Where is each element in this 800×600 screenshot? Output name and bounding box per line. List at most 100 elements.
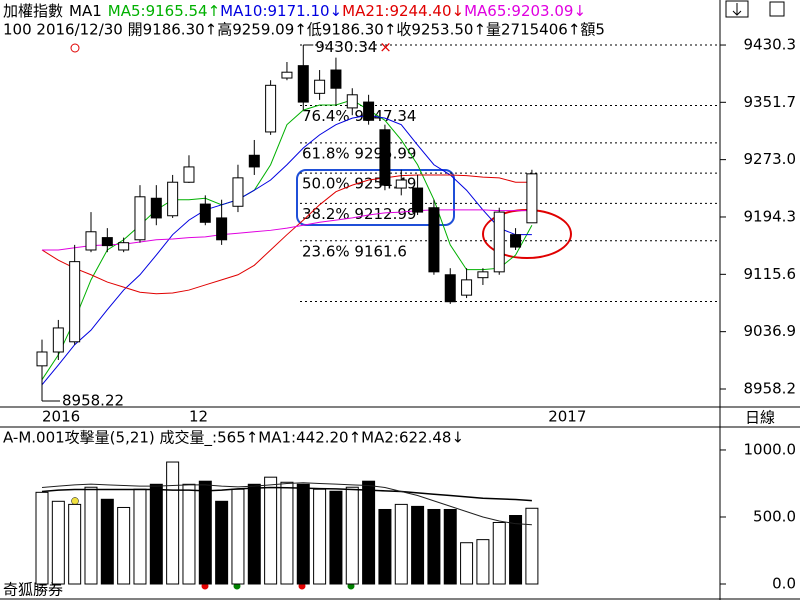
fib-label: 76.4% 9347.34 <box>302 107 416 125</box>
y-tick-label: 9036.9 <box>744 322 797 340</box>
volume-ma-line <box>41 482 532 526</box>
volume-bar <box>100 498 114 585</box>
legend-entry: MA65:9203.09↓ <box>464 2 586 20</box>
candle-body <box>36 351 48 367</box>
high-value: 9430.34 <box>315 37 377 55</box>
highlight-box <box>296 169 455 226</box>
signal-dot <box>71 497 79 505</box>
candle-body <box>265 84 277 133</box>
candle-body <box>314 79 326 94</box>
candle-body <box>395 179 407 189</box>
legend: 加權指數 MA1 MA5:9165.54↑MA10:9171.10↓MA21:924… <box>3 2 586 20</box>
signal-circle <box>70 43 80 53</box>
volume-bar <box>247 483 261 585</box>
volume-bar <box>509 515 523 585</box>
volume-ma-line <box>41 486 532 502</box>
volume-bar <box>182 483 196 585</box>
volume-bar <box>280 481 294 585</box>
y-tick-label: 9430.3 <box>744 36 797 54</box>
candle-body <box>248 154 260 168</box>
volume-bar <box>492 521 506 585</box>
y-tick-label: 9194.3 <box>744 207 797 225</box>
candle-body <box>526 173 538 224</box>
volume-bar <box>149 483 163 585</box>
candle-body <box>183 166 195 183</box>
volume-bar <box>476 539 490 585</box>
y-tick-label: 8958.2 <box>744 380 797 398</box>
candle-body <box>216 217 228 241</box>
candle-body <box>428 207 440 273</box>
x-tick-label: 2017 <box>548 408 586 426</box>
volume-bar <box>362 480 376 585</box>
volume-bar <box>525 507 539 585</box>
candle-body <box>363 101 375 121</box>
volume-bar <box>443 508 457 585</box>
candle-body <box>167 181 179 217</box>
candle-body <box>330 69 342 89</box>
volume-bar <box>329 490 343 585</box>
candle-body <box>199 203 211 223</box>
volume-bar <box>378 508 392 585</box>
info-line: 100 2016/12/30 開9186.30↑高9259.09↑低9186.3… <box>3 21 605 39</box>
volume-bar <box>313 488 327 585</box>
low-label: 8958.22 <box>62 391 124 409</box>
candle-body <box>444 274 456 303</box>
ma-line <box>41 174 532 295</box>
volume-bar <box>264 476 278 585</box>
y-tick-label: 9273.0 <box>744 150 797 168</box>
volume-bar <box>35 491 49 585</box>
volume-bar <box>84 486 98 585</box>
volume-title: A-M.001攻擊量(5,21) 成交量_:565↑MA1:442.20↑MA2… <box>3 429 464 448</box>
candle-body <box>379 129 391 186</box>
candle-body <box>85 231 97 251</box>
y-tick-label: 9115.6 <box>744 265 797 283</box>
candle-body <box>150 197 162 219</box>
x-tick-label: 2016 <box>42 408 80 426</box>
candle-body <box>118 242 130 251</box>
volume-bar <box>117 506 131 585</box>
legend-entry: MA10:9171.10↓ <box>220 2 342 20</box>
candle-body <box>412 187 424 213</box>
volume-bar <box>427 508 441 585</box>
legend-title: 加權指數 <box>3 2 63 20</box>
candle-body <box>101 237 113 247</box>
y-tick-label: 0.0 <box>772 574 796 592</box>
volume-bar <box>460 542 474 585</box>
fib-label: 23.6% 9161.6 <box>302 242 407 260</box>
candle-body <box>52 327 64 353</box>
candle-body <box>477 271 489 279</box>
candle-body <box>134 196 146 241</box>
high-label: 9430.34 × <box>315 37 392 55</box>
candle-body <box>461 279 473 296</box>
volume-bar <box>231 488 245 585</box>
y-tick-label: 1000.0 <box>744 440 797 458</box>
volume-bar <box>345 486 359 585</box>
candle-body <box>297 65 309 103</box>
legend-entry: MA5:9165.54↑ <box>108 2 220 20</box>
scroll-icon[interactable] <box>725 0 749 18</box>
period-label[interactable]: 日線 <box>745 409 775 427</box>
x-tick-label: 12 <box>189 408 208 426</box>
brand-label: 奇狐勝券 <box>3 581 63 599</box>
volume-bar <box>296 483 310 585</box>
candle-body <box>510 234 522 248</box>
legend-entry: MA21:9244.40↓ <box>342 2 464 20</box>
candle-body <box>346 94 358 109</box>
fib-label: 38.2% 9212.99 <box>302 205 416 223</box>
scroll-arrow <box>732 3 742 16</box>
volume-bar <box>51 500 65 585</box>
high-marker: × <box>379 37 392 55</box>
window-icon[interactable] <box>769 1 785 17</box>
fib-label: 61.8% 9295.99 <box>302 144 416 162</box>
volume-bar <box>215 500 229 585</box>
candle-body <box>69 261 81 343</box>
y-tick-label: 9351.7 <box>744 93 797 111</box>
volume-bar <box>68 503 82 585</box>
legend-indicator: MA1 <box>69 2 102 20</box>
volume-bar <box>394 503 408 585</box>
volume-bar <box>411 505 425 585</box>
candle-body <box>281 71 293 79</box>
volume-bar <box>166 461 180 585</box>
